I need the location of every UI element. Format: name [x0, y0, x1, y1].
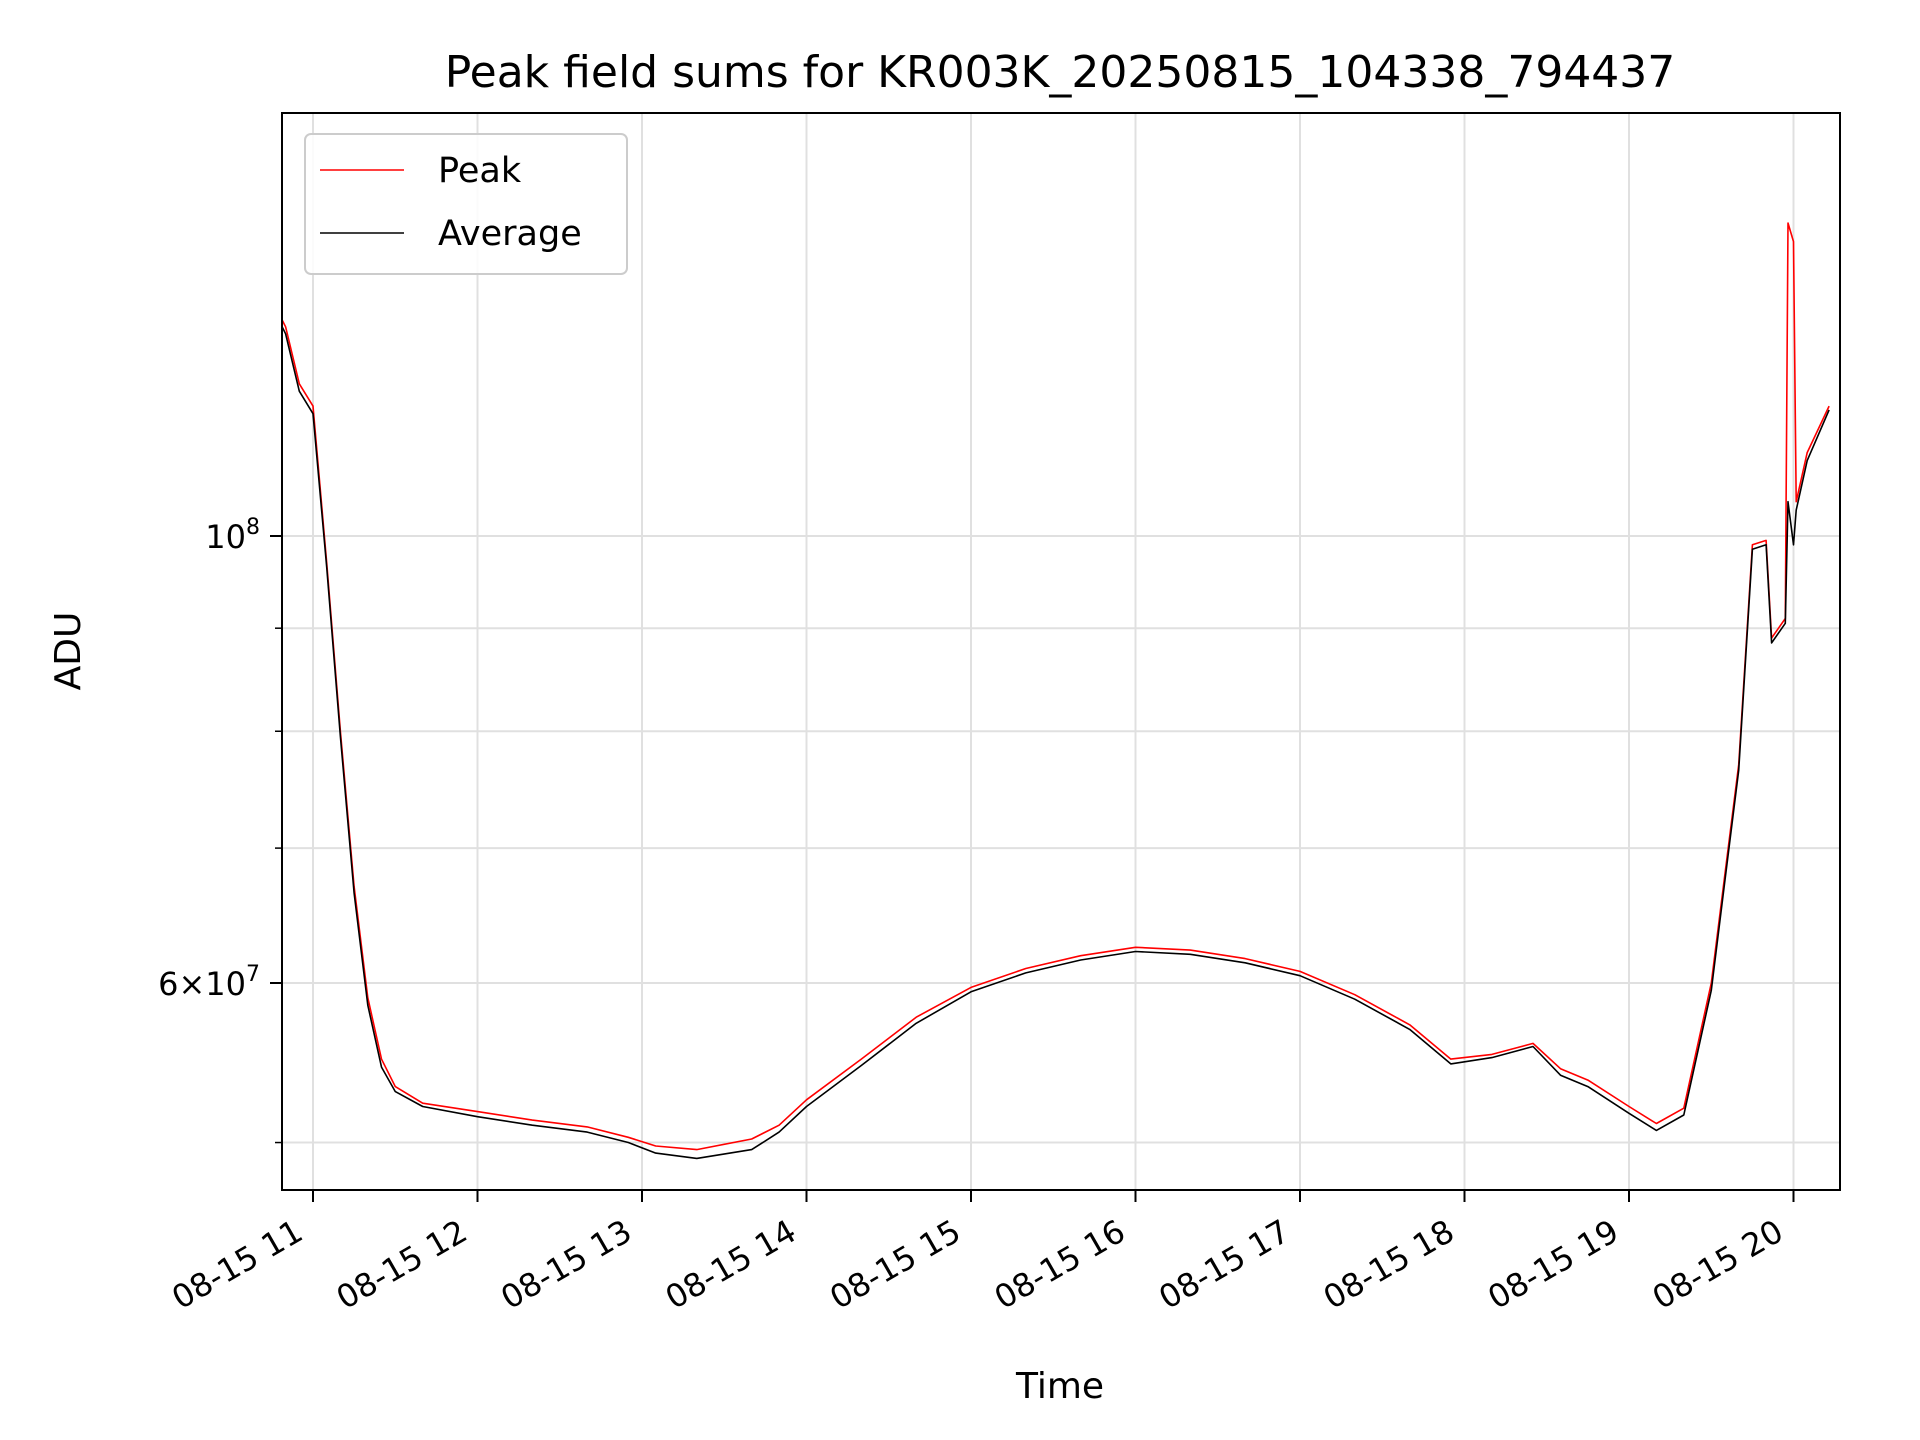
- grid-lines: [282, 113, 1840, 1190]
- y-axis-ticks: 108 6×107: [158, 515, 282, 1144]
- y-axis-label: ADU: [48, 612, 89, 691]
- x-axis-label: Time: [1015, 1366, 1104, 1407]
- y-tick-label: 108: [205, 515, 260, 556]
- legend: Peak Average: [304, 133, 628, 275]
- series-line-average: [282, 324, 1830, 1160]
- y-tick-label: 6×107: [158, 962, 260, 1003]
- plot-series: [282, 222, 1830, 1160]
- legend-label-peak: Peak: [438, 151, 522, 191]
- chart-title: Peak field sums for KR003K_20250815_1043…: [445, 47, 1676, 98]
- legend-box: [304, 133, 628, 275]
- legend-label-average: Average: [438, 214, 582, 254]
- plot-frame: [281, 112, 1841, 1191]
